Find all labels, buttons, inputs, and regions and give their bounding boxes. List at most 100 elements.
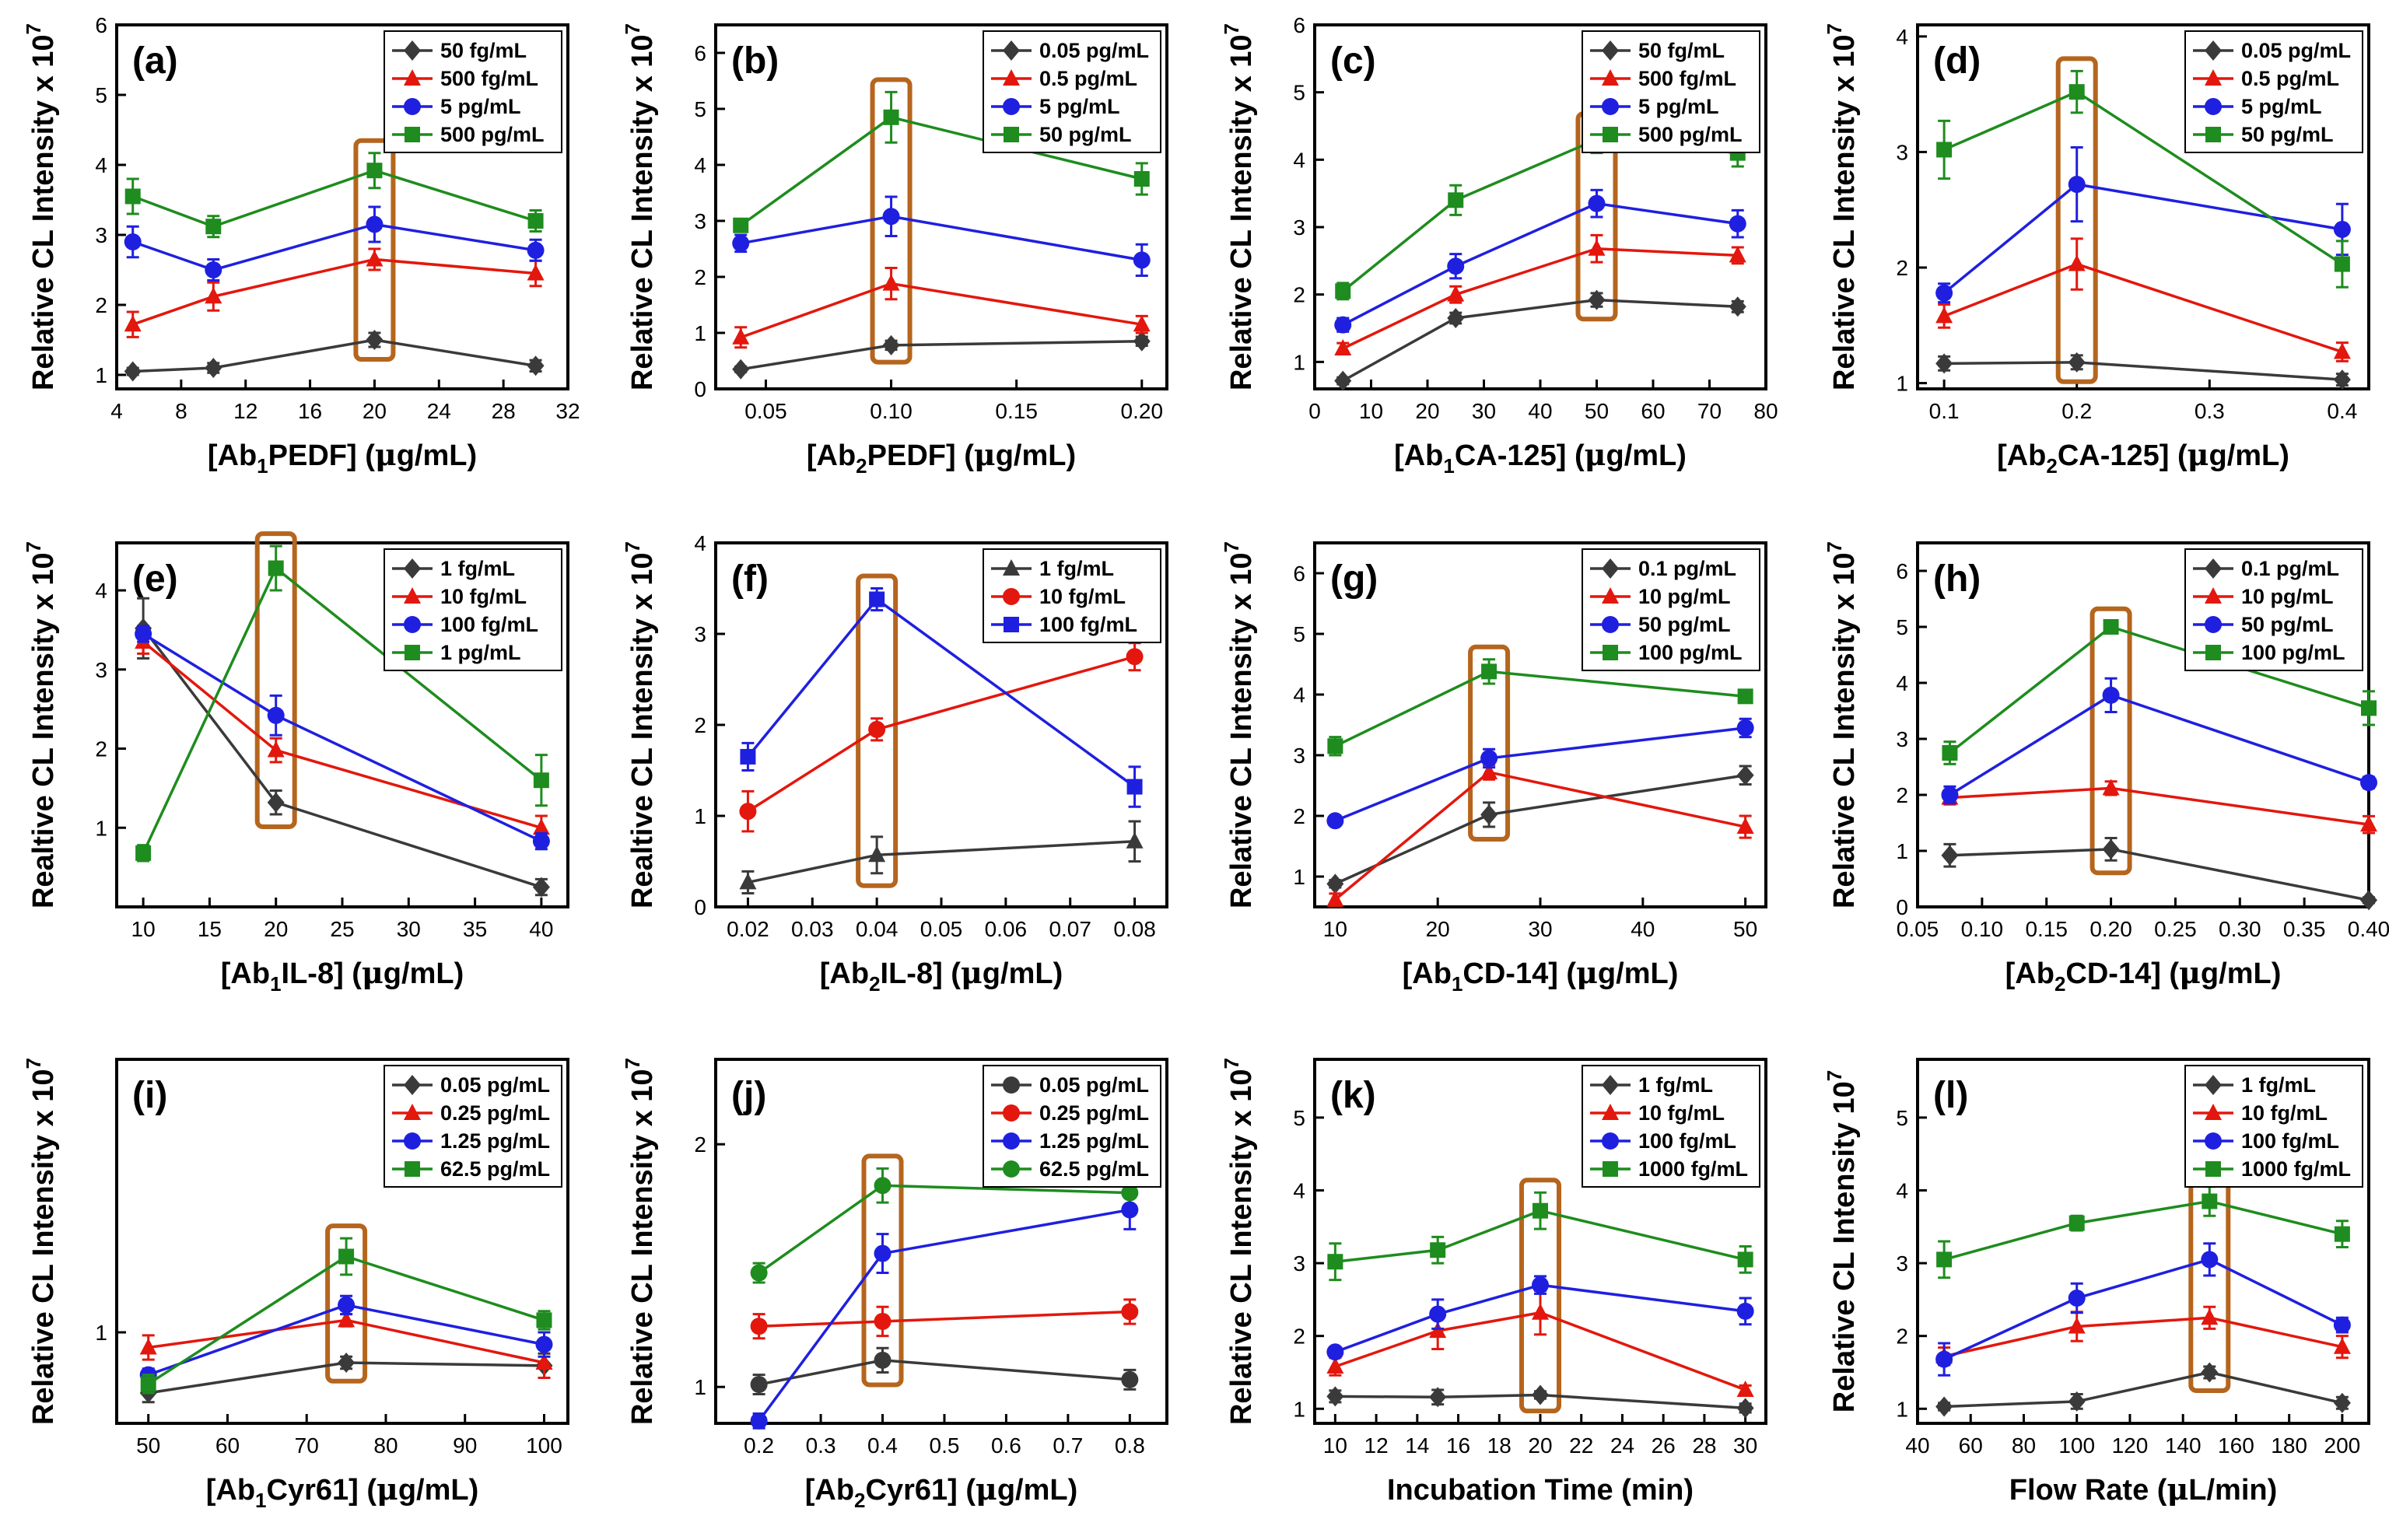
data-point xyxy=(205,219,222,235)
y-tick-label: 5 xyxy=(1293,1106,1305,1130)
x-axis-label: [Ab1CD-14] (μg/mL) xyxy=(1403,955,1679,996)
y-tick-label: 2 xyxy=(694,713,706,737)
data-point xyxy=(2068,1290,2086,1307)
legend-label: 100 fg/mL xyxy=(1638,1129,1736,1153)
data-point xyxy=(1126,648,1144,666)
legend-label: 0.05 pg/mL xyxy=(440,1073,550,1097)
series-line xyxy=(740,340,1142,371)
x-tick-label: 0.7 xyxy=(1053,1433,1083,1458)
highlight-box xyxy=(856,573,899,888)
x-tick-label: 0.02 xyxy=(727,917,769,941)
legend-marker xyxy=(2205,98,2222,115)
series-line xyxy=(740,215,1143,262)
data-point xyxy=(536,1312,552,1328)
legend-marker xyxy=(404,616,421,633)
data-point xyxy=(732,234,750,252)
y-axis-label: Relative CL Intensity x 107 xyxy=(1823,541,1861,908)
legend-label: 10 fg/mL xyxy=(440,585,527,608)
data-point xyxy=(2068,254,2086,271)
y-label-text: Realtive CL Intensity x 10 xyxy=(27,552,60,908)
y-label-text: Relative CL Intensity x 10 xyxy=(1225,1069,1258,1425)
legend-marker xyxy=(1603,645,1618,660)
chart-panel-f: 0.02 0.03 0.04 0.05 0.06 0.07 0.0801234[Ab2IL-… xyxy=(621,531,1168,996)
chart-panel-j: 0.2 0.3 0.4 0.5 0.6 0.7 0.812[Ab2Cyr61] (μg/mL… xyxy=(621,1058,1168,1512)
legend-label: 500 fg/mL xyxy=(440,67,538,90)
data-point xyxy=(1736,719,1754,737)
data-point xyxy=(882,334,900,355)
series-line xyxy=(1943,183,2343,295)
x-label-mu: μ xyxy=(961,955,983,990)
data-point xyxy=(366,215,384,233)
plot-frame xyxy=(115,1058,569,1425)
x-label-part: [Ab xyxy=(1403,957,1452,990)
y-tick-label: 3 xyxy=(694,622,706,646)
x-label-subscript: 1 xyxy=(1452,972,1462,996)
y-tick-label: 0 xyxy=(1896,895,1908,919)
series-50-pg-mL xyxy=(1936,69,2350,289)
highlight-box xyxy=(2089,606,2132,876)
data-point xyxy=(874,1244,891,1262)
x-tick-label: 18 xyxy=(1487,1433,1512,1458)
y-axis-label: Relative CL Intensity x 107 xyxy=(1220,541,1258,908)
y-tick-label: 4 xyxy=(694,531,706,555)
legend-marker xyxy=(2205,1132,2222,1150)
legend-marker xyxy=(2205,587,2222,604)
data-point xyxy=(267,792,285,813)
y-label-exponent: 7 xyxy=(1823,1070,1846,1081)
legend-marker xyxy=(404,1104,421,1120)
x-tick-label: 4 xyxy=(110,399,123,423)
data-point xyxy=(1480,749,1498,767)
y-tick-label: 4 xyxy=(1293,148,1305,172)
x-tick-label: 40 xyxy=(1528,399,1552,423)
data-point xyxy=(1588,239,1606,256)
series-5-pg-mL xyxy=(124,205,545,282)
series-1.25-pg-mL xyxy=(750,1188,1139,1430)
data-point xyxy=(1736,765,1754,786)
y-tick-label: 4 xyxy=(95,579,107,603)
series-line xyxy=(1335,1393,1746,1410)
legend-marker xyxy=(1003,40,1020,61)
series-100-fg-mL xyxy=(740,587,1143,808)
y-tick-label: 4 xyxy=(1896,1178,1908,1202)
x-tick-label: 0.35 xyxy=(2283,917,2326,941)
data-point xyxy=(882,208,900,226)
data-point xyxy=(338,1311,356,1328)
data-point xyxy=(2333,369,2351,390)
x-tick-label: 160 xyxy=(2218,1433,2254,1458)
x-tick-label: 15 xyxy=(198,917,222,941)
legend-label: 1.25 pg/mL xyxy=(1039,1129,1149,1153)
data-point xyxy=(1447,308,1465,328)
y-label-text: Relative CL Intensity x 10 xyxy=(626,34,659,390)
x-tick-label: 0.20 xyxy=(1121,399,1164,423)
series-5-pg-mL xyxy=(1334,188,1746,334)
data-point xyxy=(2102,779,2120,796)
legend-marker xyxy=(2205,40,2222,61)
x-tick-label: 0.10 xyxy=(1961,917,2004,941)
series-line xyxy=(758,1359,1130,1386)
x-tick-label: 0.10 xyxy=(870,399,913,423)
series-0.05-pg-mL xyxy=(750,1346,1139,1396)
x-label-part: PEDF] ( xyxy=(867,439,975,472)
x-tick-label: 30 xyxy=(1472,399,1496,423)
data-point xyxy=(2068,1215,2085,1231)
x-label-subscript: 2 xyxy=(2054,972,2065,996)
series-line xyxy=(1334,774,1746,885)
x-label-part: g/mL) xyxy=(2209,439,2289,472)
legend-label: 0.5 pg/mL xyxy=(2241,67,2339,90)
x-tick-label: 70 xyxy=(295,1433,319,1458)
x-label-mu: μ xyxy=(377,1472,398,1507)
highlight-box xyxy=(1468,644,1511,842)
data-point xyxy=(1532,1276,1549,1294)
panel-letter: (h) xyxy=(1933,558,1981,600)
x-tick-label: 0.08 xyxy=(1113,917,1156,941)
data-point xyxy=(1736,1398,1754,1419)
y-tick-label: 2 xyxy=(694,1132,706,1157)
y-label-text: Relative CL Intensity x 10 xyxy=(1225,34,1258,390)
data-point xyxy=(732,327,750,345)
legend: 1 fg/mL 10 fg/mL 100 fg/mL 1000 fg/mL xyxy=(2184,1065,2363,1188)
series-line xyxy=(1335,1209,1746,1263)
legend: 0.05 pg/mL 0.5 pg/mL 5 pg/mL 50 pg/mL xyxy=(983,30,1161,153)
y-tick-label: 4 xyxy=(1293,683,1305,707)
